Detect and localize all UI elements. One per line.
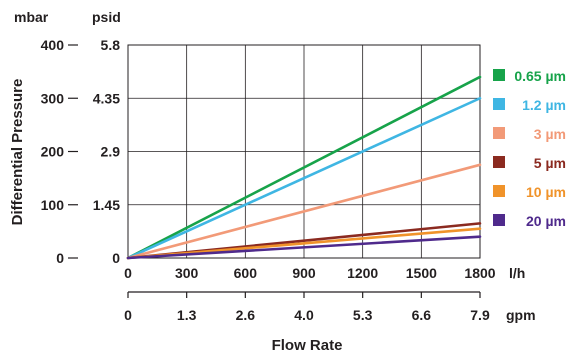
legend-label-5: 20 µm: [526, 213, 566, 229]
series-lines: [126, 75, 482, 260]
y2-tick-label-3: 4.35: [93, 90, 120, 106]
x-secondary-unit: gpm: [506, 307, 536, 323]
legend-label-0: 0.65 µm: [514, 68, 566, 84]
x2-tick-label-6: 7.9: [470, 307, 490, 323]
plot-grid: [127, 44, 481, 259]
y-tick-label-1: 100: [41, 197, 65, 213]
x2-tick-label-5: 6.6: [412, 307, 432, 323]
series-line-4: [126, 227, 482, 260]
legend-label-3: 5 µm: [534, 155, 566, 171]
x2-tick-label-2: 2.6: [236, 307, 256, 323]
y-axis-title: Differential Pressure: [9, 79, 26, 226]
x-tick-label-6: 1800: [464, 265, 495, 281]
x-tick-label-4: 1200: [347, 265, 378, 281]
x2-tick-label-4: 5.3: [353, 307, 373, 323]
legend-label-4: 10 µm: [526, 184, 566, 200]
x2-tick-label-1: 1.3: [177, 307, 197, 323]
x-tick-label-1: 300: [175, 265, 199, 281]
x-primary-unit: l/h: [509, 265, 525, 281]
y-primary-unit: mbar: [14, 9, 49, 25]
legend: 0.65 µm 1.2 µm 3 µm 5 µm 10 µm 20 µm: [493, 68, 566, 229]
legend-swatch-3: [493, 156, 505, 168]
legend-swatch-1: [493, 98, 505, 110]
x2-tick-label-0: 0: [124, 307, 132, 323]
y-tick-label-2: 200: [41, 144, 65, 160]
y-tick-label-3: 300: [41, 90, 65, 106]
series-line-2: [126, 163, 482, 260]
legend-swatch-5: [493, 214, 505, 226]
y2-tick-label-2: 2.9: [101, 144, 121, 160]
y-secondary-unit: psid: [92, 9, 121, 25]
y-tick-label-0: 0: [56, 250, 64, 266]
series-line-0: [126, 75, 482, 260]
legend-swatch-2: [493, 127, 505, 139]
x-tick-label-2: 600: [234, 265, 258, 281]
x-tick-label-0: 0: [124, 265, 132, 281]
legend-swatch-0: [493, 69, 505, 81]
y2-tick-label-1: 1.45: [93, 197, 120, 213]
legend-label-1: 1.2 µm: [522, 97, 566, 113]
x-tick-label-3: 900: [292, 265, 316, 281]
legend-swatch-4: [493, 185, 505, 197]
legend-label-2: 3 µm: [534, 126, 566, 142]
y2-tick-label-4: 5.8: [101, 37, 121, 53]
series-line-5: [126, 235, 482, 260]
x-tick-label-5: 1500: [406, 265, 437, 281]
y2-tick-label-0: 0: [112, 250, 120, 266]
x-axis-title: Flow Rate: [272, 337, 343, 354]
x2-tick-label-3: 4.0: [294, 307, 314, 323]
series-line-1: [126, 96, 482, 260]
y-tick-label-4: 400: [41, 37, 65, 53]
